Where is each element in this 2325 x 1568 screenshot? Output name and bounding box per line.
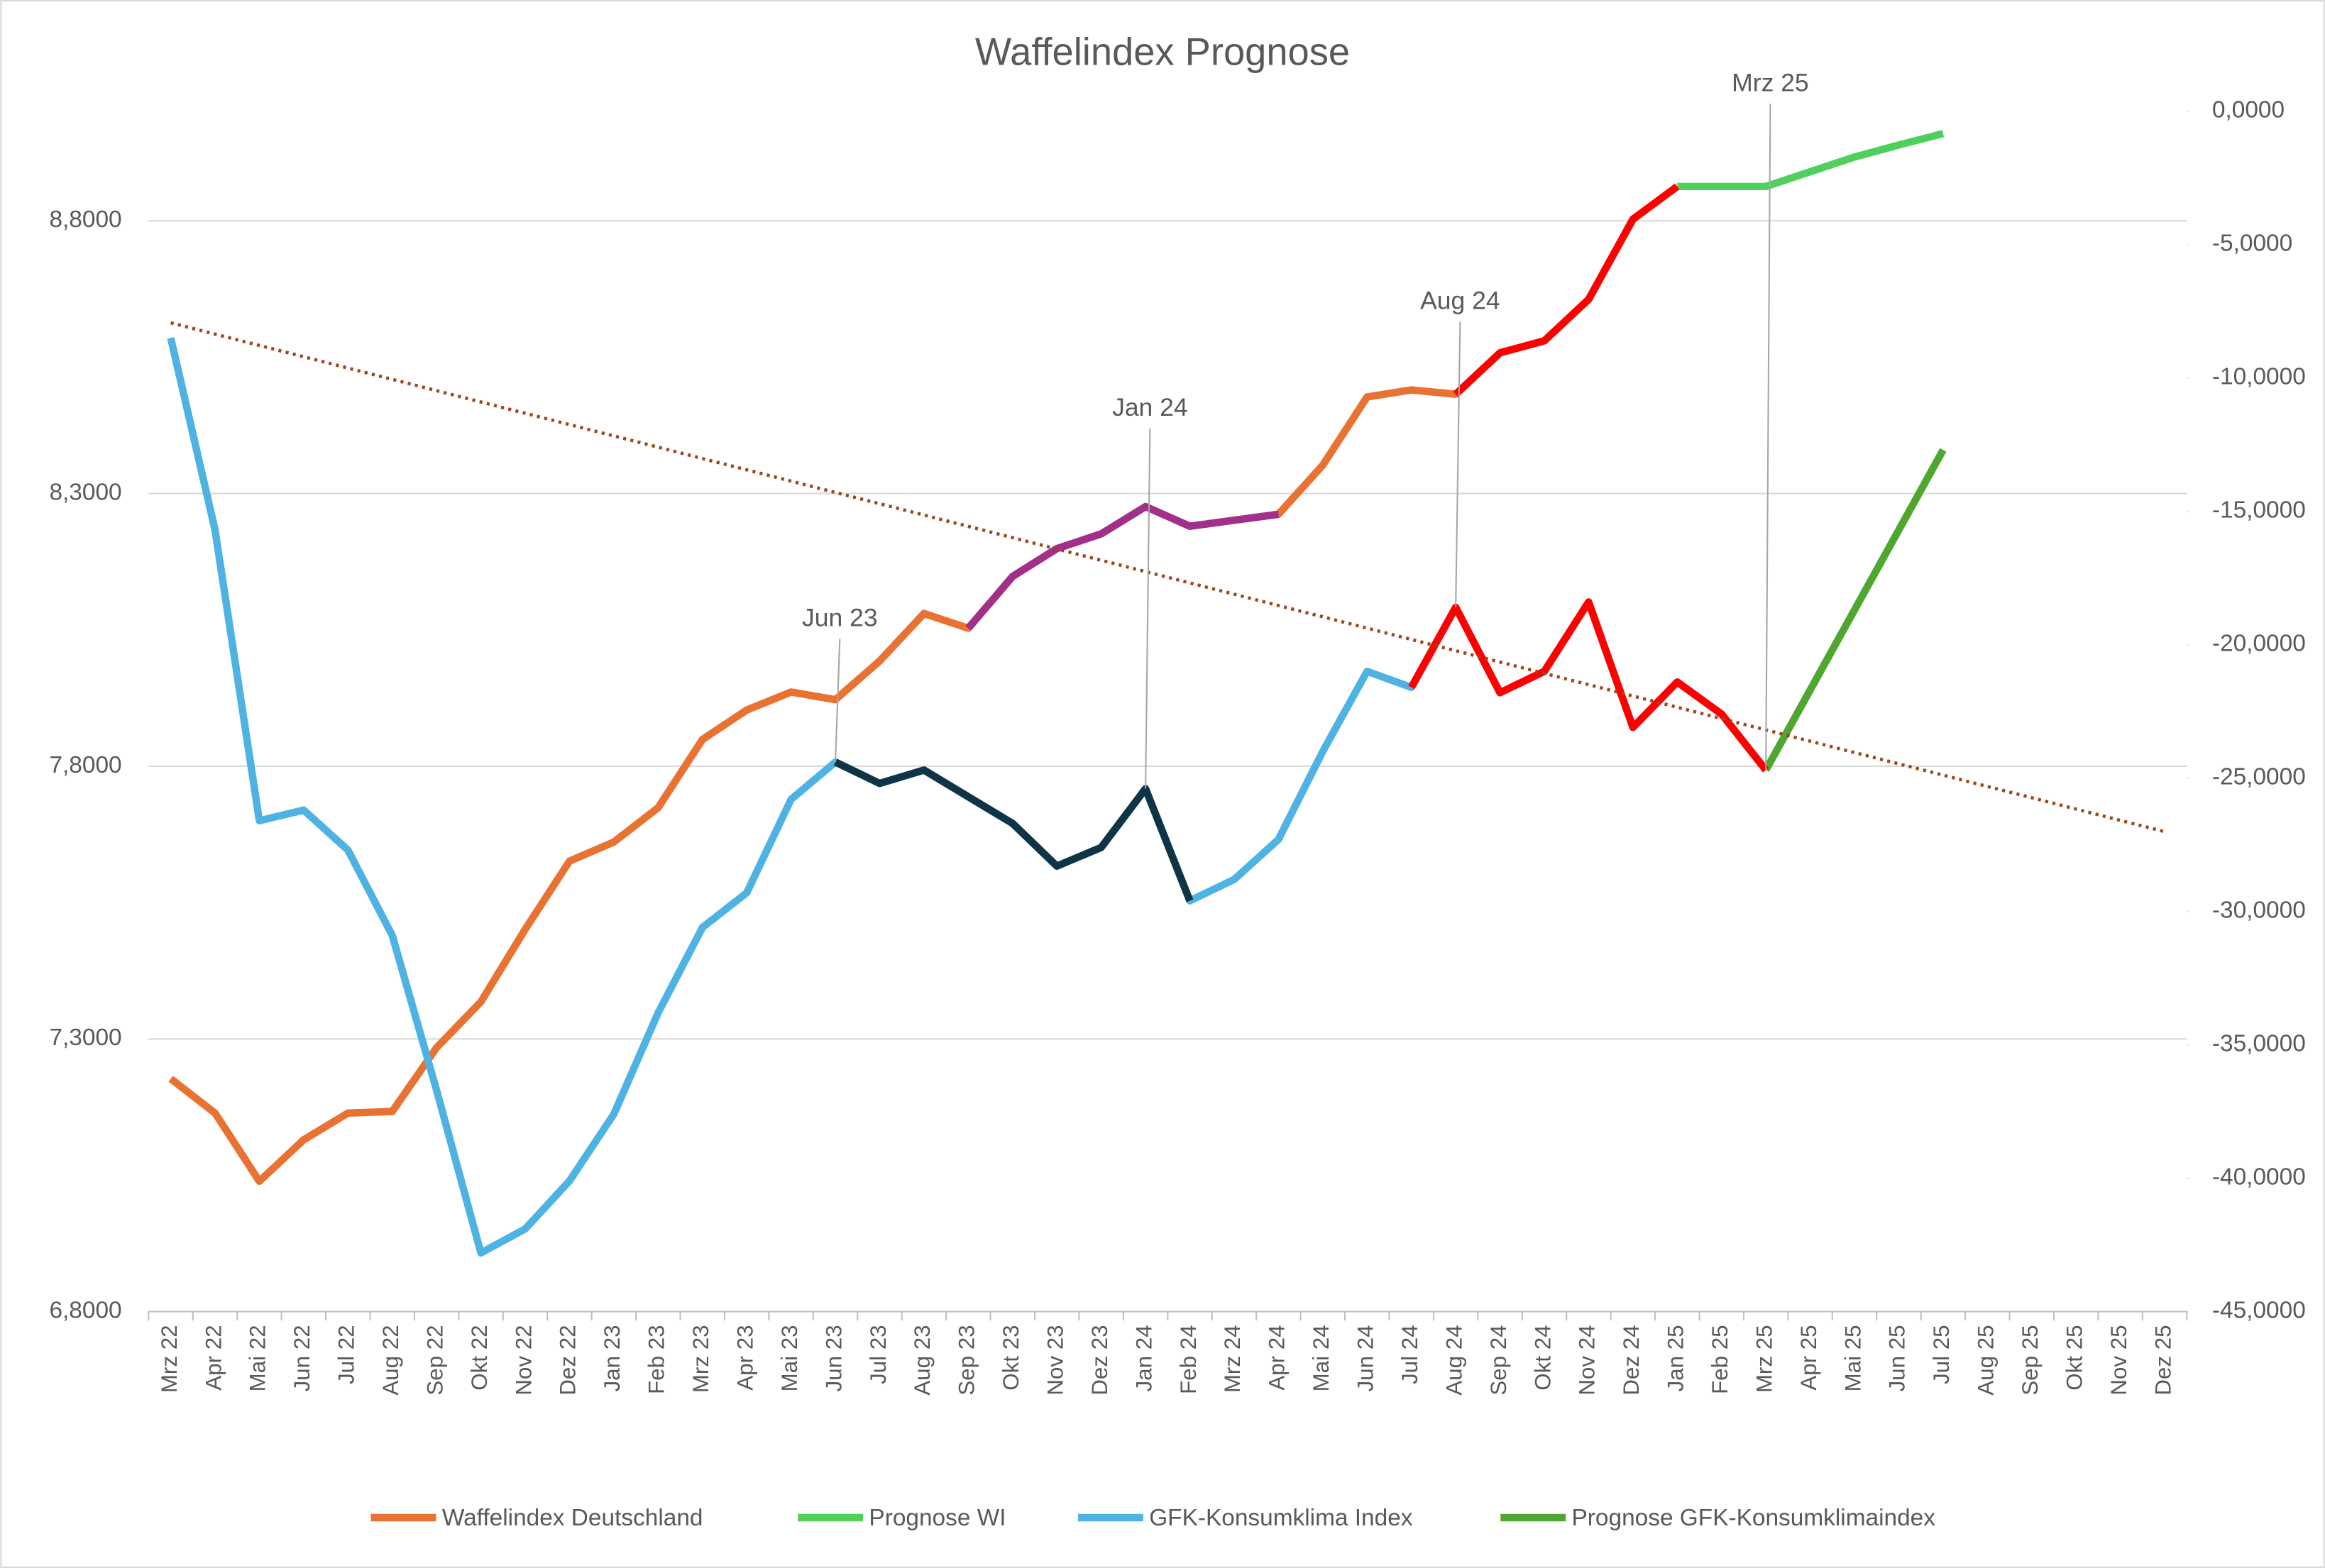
y2-tick-label: -10,0000 (2212, 363, 2306, 390)
x-tick-label: Mai 25 (1840, 1325, 1865, 1391)
x-tick-label: Okt 25 (2062, 1325, 2087, 1390)
y2-tick-label: -45,0000 (2212, 1297, 2306, 1323)
x-tick-label: Sep 22 (422, 1325, 447, 1395)
series-line (1677, 130, 1945, 191)
x-tick-label: Sep 24 (1486, 1325, 1511, 1395)
y-tick-label: 6,8000 (49, 1297, 121, 1323)
y2-tick-label: -40,0000 (2212, 1164, 2306, 1190)
x-tick-label: Sep 23 (955, 1325, 979, 1395)
x-tick-label: Jul 22 (334, 1325, 359, 1384)
y2-tick-label: -35,0000 (2212, 1030, 2306, 1056)
trendline (170, 321, 2165, 834)
y-tick-label: 8,8000 (49, 206, 121, 233)
x-tick-label: Okt 23 (999, 1325, 1023, 1390)
x-tick-label: Apr 24 (1265, 1325, 1290, 1390)
highlight-segment (1408, 598, 1769, 773)
y-tick-label: 8,3000 (49, 479, 121, 505)
legend-label: Prognose WI (869, 1505, 1006, 1531)
x-tick-label: Jan 24 (1131, 1325, 1156, 1391)
y2-tick-label: -5,0000 (2212, 230, 2292, 256)
annotation-leader (835, 639, 841, 763)
legend-label: Prognose GFK-Konsumklimaindex (1572, 1505, 1936, 1531)
x-tick-label: Jul 23 (866, 1325, 891, 1384)
annotation-leader (1455, 321, 1461, 608)
legend-label: Waffelindex Deutschland (442, 1505, 703, 1531)
x-tick-label: Jul 25 (1929, 1325, 1954, 1384)
y2-tick-label: -20,0000 (2212, 630, 2306, 656)
x-tick-label: Jul 24 (1397, 1325, 1422, 1384)
highlight-segment (965, 502, 1280, 631)
x-tick-label: Aug 24 (1441, 1325, 1466, 1395)
x-tick-label: Mai 22 (246, 1325, 270, 1391)
x-tick-label: Apr 22 (201, 1325, 226, 1390)
x-tick-label: Nov 25 (2106, 1325, 2131, 1395)
x-tick-label: Okt 24 (1530, 1325, 1555, 1390)
series-line (1762, 448, 1947, 772)
x-tick-label: Sep 25 (2018, 1325, 2043, 1395)
x-tick-label: Aug 23 (910, 1325, 935, 1395)
highlight-segment (1453, 183, 1680, 397)
x-tick-label: Nov 24 (1575, 1325, 1600, 1395)
x-tick-label: Okt 22 (467, 1325, 492, 1390)
x-tick-label: Mai 24 (1309, 1325, 1334, 1391)
x-tick-label: Mrz 25 (1752, 1325, 1776, 1393)
annotation-leader (1145, 428, 1151, 789)
x-tick-label: Feb 24 (1176, 1325, 1201, 1394)
x-tick-label: Aug 25 (1974, 1325, 1999, 1395)
y-tick-label: 7,3000 (49, 1025, 121, 1051)
y2-tick-label: 0,0000 (2212, 96, 2285, 123)
x-tick-label: Mrz 23 (688, 1325, 713, 1393)
x-tick-label: Apr 23 (732, 1325, 757, 1390)
x-tick-label: Dez 25 (2150, 1325, 2175, 1395)
x-tick-label: Feb 25 (1708, 1325, 1732, 1394)
annotation-label: Mrz 25 (1732, 68, 1808, 96)
x-tick-label: Mrz 24 (1220, 1325, 1245, 1393)
x-tick-label: Dez 24 (1619, 1325, 1644, 1395)
x-tick-label: Jun 25 (1885, 1325, 1910, 1391)
x-tick-label: Jun 23 (821, 1325, 846, 1391)
x-tick-label: Jun 24 (1353, 1325, 1378, 1391)
y-tick-label: 7,8000 (49, 752, 121, 778)
x-tick-label: Dez 23 (1087, 1325, 1112, 1395)
y2-tick-label: -15,0000 (2212, 497, 2306, 523)
chart-title: Waffelindex Prognose (975, 31, 1350, 74)
x-tick-label: Feb 23 (644, 1325, 669, 1394)
x-tick-label: Dez 22 (556, 1325, 581, 1395)
annotation-label: Jan 24 (1112, 393, 1188, 421)
legend-label: GFK-Konsumklima Index (1149, 1505, 1413, 1531)
x-tick-label: Mai 23 (777, 1325, 802, 1391)
annotation-label: Jun 23 (802, 604, 878, 632)
x-tick-label: Apr 25 (1796, 1325, 1821, 1390)
x-tick-label: Aug 22 (378, 1325, 403, 1395)
x-tick-label: Jun 22 (290, 1325, 314, 1391)
y2-tick-label: -30,0000 (2212, 897, 2306, 923)
series-line (168, 183, 1680, 1186)
y2-tick-label: -25,0000 (2212, 763, 2306, 790)
x-tick-label: Jan 23 (600, 1325, 625, 1391)
annotation-label: Aug 24 (1420, 286, 1500, 314)
x-tick-label: Mrz 22 (157, 1325, 182, 1393)
highlight-segment (833, 758, 1194, 902)
x-tick-label: Jan 25 (1664, 1325, 1688, 1391)
x-tick-label: Nov 22 (511, 1325, 536, 1395)
annotation-leader (1765, 104, 1771, 771)
x-tick-label: Nov 23 (1043, 1325, 1068, 1395)
